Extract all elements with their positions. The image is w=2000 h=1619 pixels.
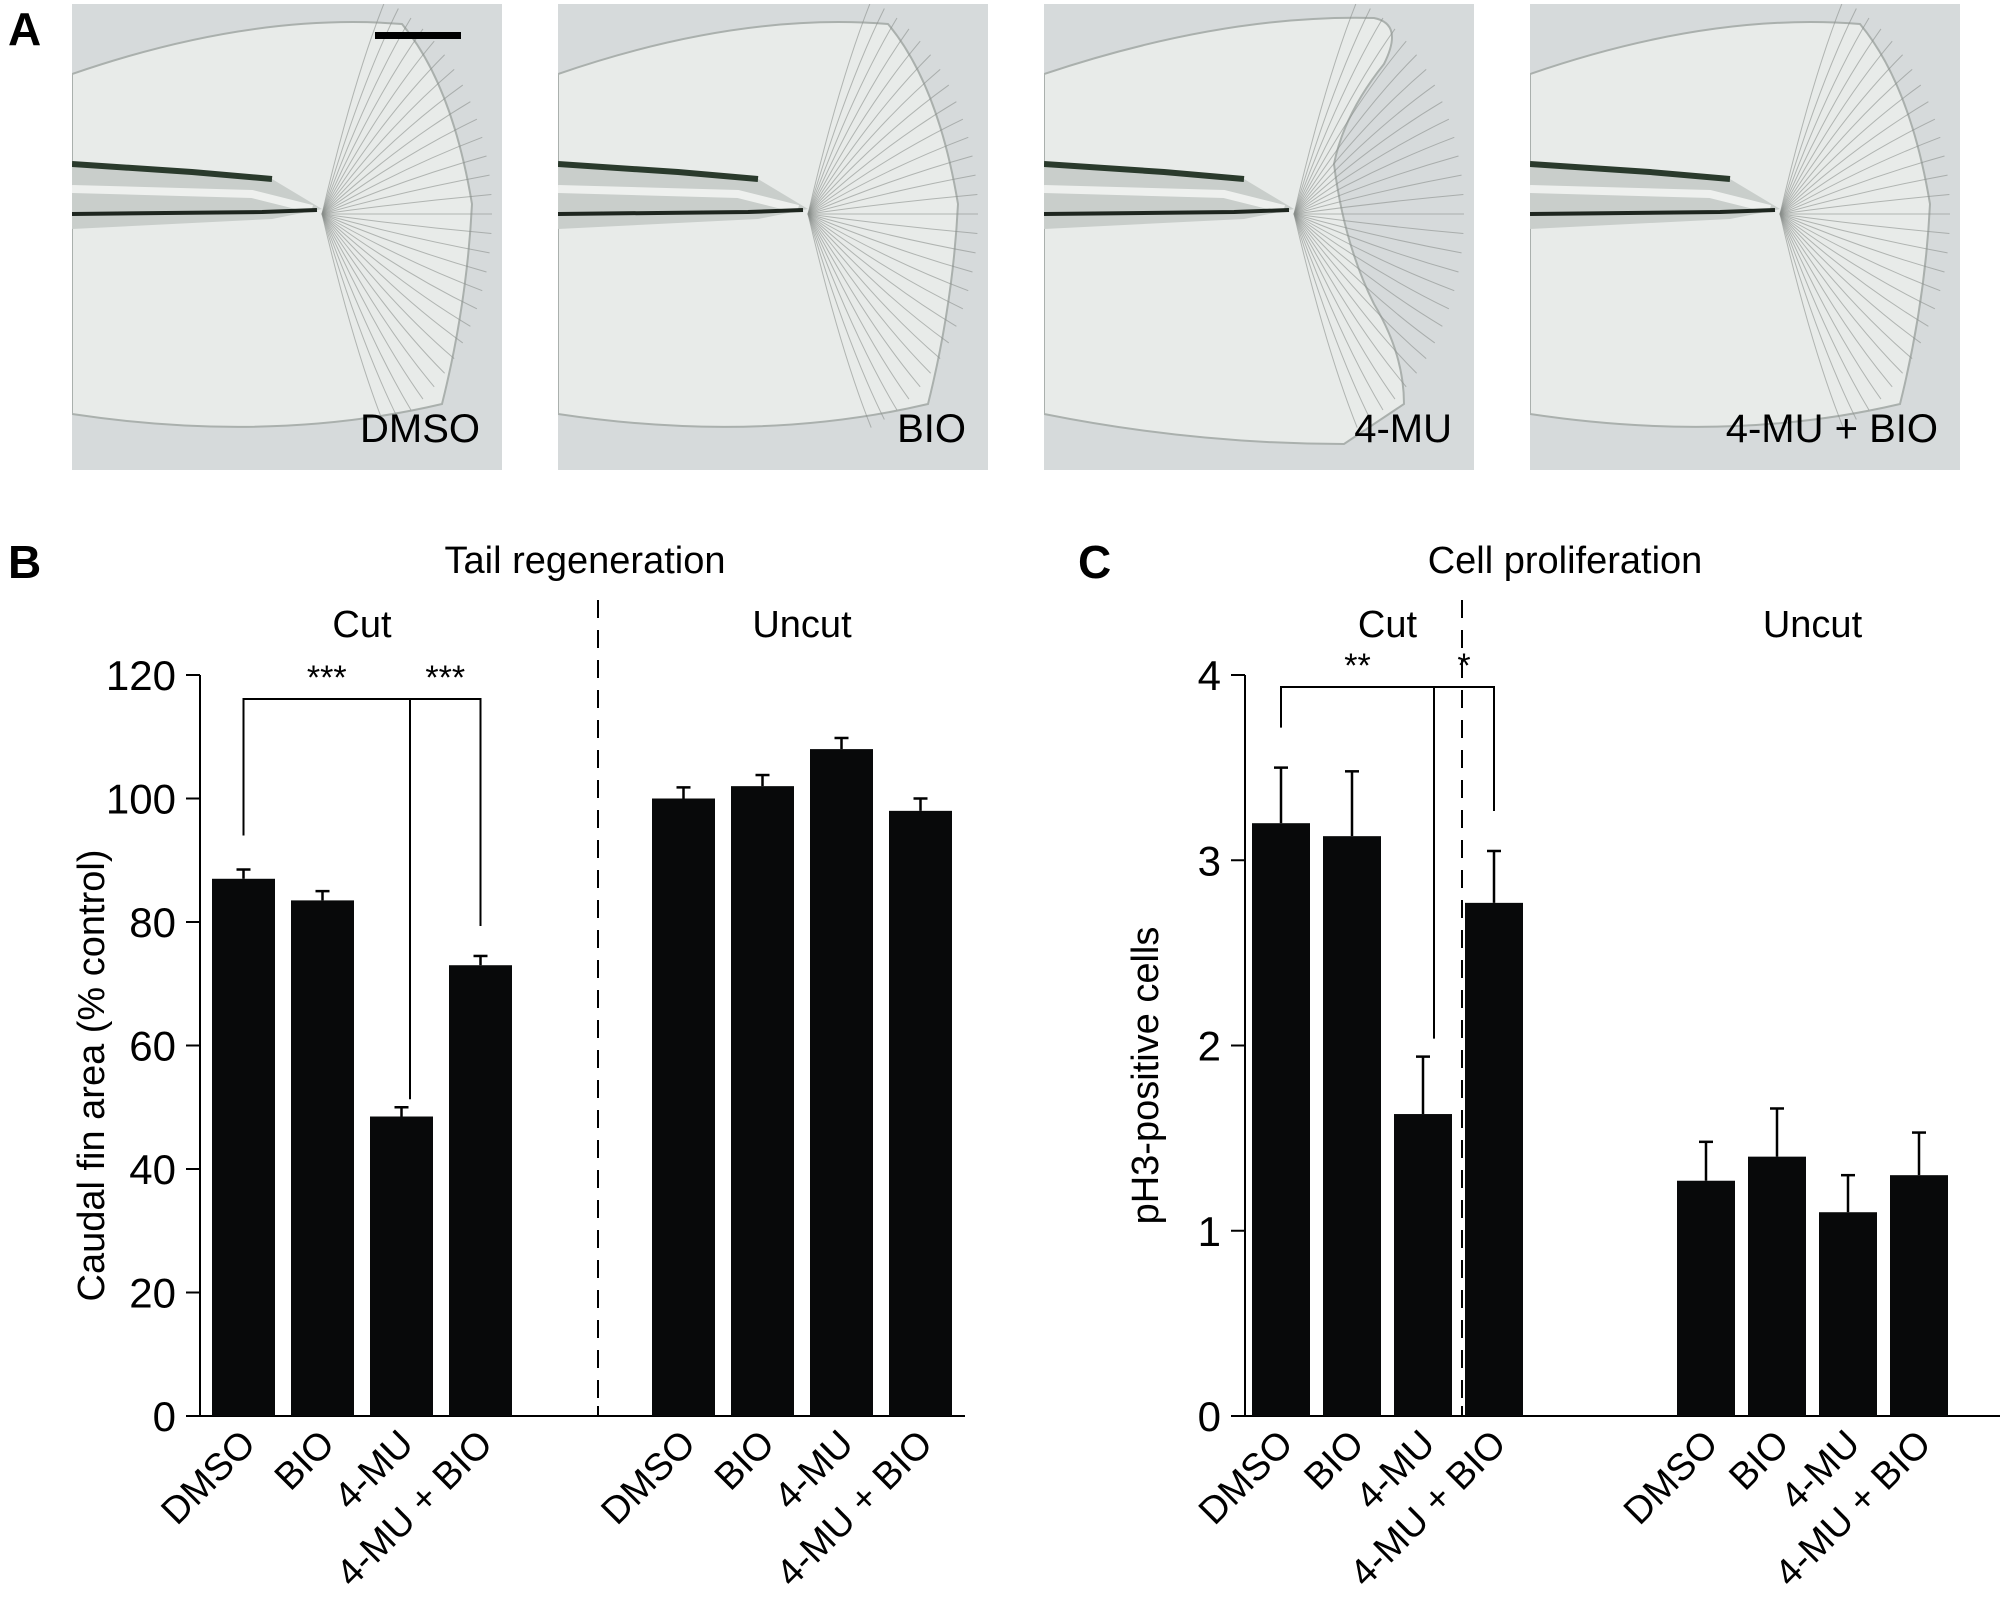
bar xyxy=(1323,836,1381,1416)
y-tick-label: 0 xyxy=(153,1393,176,1440)
group-label: Cut xyxy=(1358,604,1418,646)
y-tick-label: 20 xyxy=(129,1270,176,1317)
y-tick-label: 40 xyxy=(129,1146,176,1193)
bar xyxy=(1465,902,1523,1416)
y-tick-label: 2 xyxy=(1198,1023,1221,1070)
x-tick-label: DMSO xyxy=(1616,1423,1726,1533)
chart-title: Tail regeneration xyxy=(445,540,726,582)
fin-image-bio: BIO xyxy=(558,4,988,470)
x-tick-label: DMSO xyxy=(594,1423,704,1533)
y-tick-label: 100 xyxy=(106,776,176,823)
fin-image-label: BIO xyxy=(897,407,966,451)
fin-micrograph xyxy=(558,4,978,428)
group-label: Uncut xyxy=(752,604,852,646)
y-axis-label: Caudal fin area (% control) xyxy=(71,850,113,1302)
bar xyxy=(449,965,512,1416)
y-tick-label: 1 xyxy=(1198,1208,1221,1255)
significance-bracket xyxy=(1433,686,1495,1039)
scale-bar xyxy=(375,32,461,39)
bar xyxy=(1890,1175,1948,1416)
bar xyxy=(1394,1114,1452,1416)
panel-letter: B xyxy=(8,536,41,588)
chart-title: Cell proliferation xyxy=(1428,540,1703,582)
significance-label: *** xyxy=(307,659,347,697)
group-label: Uncut xyxy=(1763,604,1863,646)
group-label: Cut xyxy=(332,604,392,646)
fin-image-label: 4-MU + BIO xyxy=(1725,407,1938,451)
significance-bracket xyxy=(409,698,482,1100)
y-tick-label: 0 xyxy=(1198,1393,1221,1440)
bar xyxy=(889,810,952,1416)
chart-tail-regeneration: B Tail regeneration 0 20 40 60 80 100 120 Caudal … xyxy=(8,536,965,1595)
fin-micrograph xyxy=(1530,4,1950,428)
y-tick-label: 80 xyxy=(129,899,176,946)
y-axis-label: pH3-positive cells xyxy=(1125,927,1167,1225)
y-tick-label: 3 xyxy=(1198,837,1221,884)
fin-image-label: DMSO xyxy=(360,407,480,451)
bar xyxy=(291,900,354,1416)
significance-label: *** xyxy=(425,659,465,697)
fin-image-4-mu-bio: 4-MU + BIO xyxy=(1530,4,1960,470)
fin-image-label: 4-MU xyxy=(1354,407,1452,451)
y-tick-label: 120 xyxy=(106,652,176,699)
fin-micrograph xyxy=(72,4,492,428)
fin-micrograph xyxy=(1044,4,1464,446)
bar xyxy=(370,1116,433,1416)
bar xyxy=(1748,1156,1806,1416)
y-tick-label: 60 xyxy=(129,1023,176,1070)
fin-image-4-mu: 4-MU xyxy=(1044,4,1474,470)
y-tick-label: 4 xyxy=(1198,652,1221,699)
significance-bracket xyxy=(1280,686,1435,757)
bar xyxy=(1819,1212,1877,1416)
bar xyxy=(731,786,794,1416)
bar xyxy=(652,798,715,1416)
significance-label: ** xyxy=(1344,647,1370,685)
panel-a-letter: A xyxy=(8,3,42,55)
bar xyxy=(1677,1180,1735,1416)
panel-letter: C xyxy=(1078,536,1111,588)
bar xyxy=(810,749,873,1416)
bar xyxy=(212,878,275,1416)
chart-cell-proliferation: C Cell proliferation 0 1 2 3 4 pH3-positive cel… xyxy=(1078,536,2000,1595)
bar xyxy=(1252,823,1310,1416)
fin-image-dmso: DMSO xyxy=(72,4,502,470)
significance-label: * xyxy=(1457,647,1470,685)
